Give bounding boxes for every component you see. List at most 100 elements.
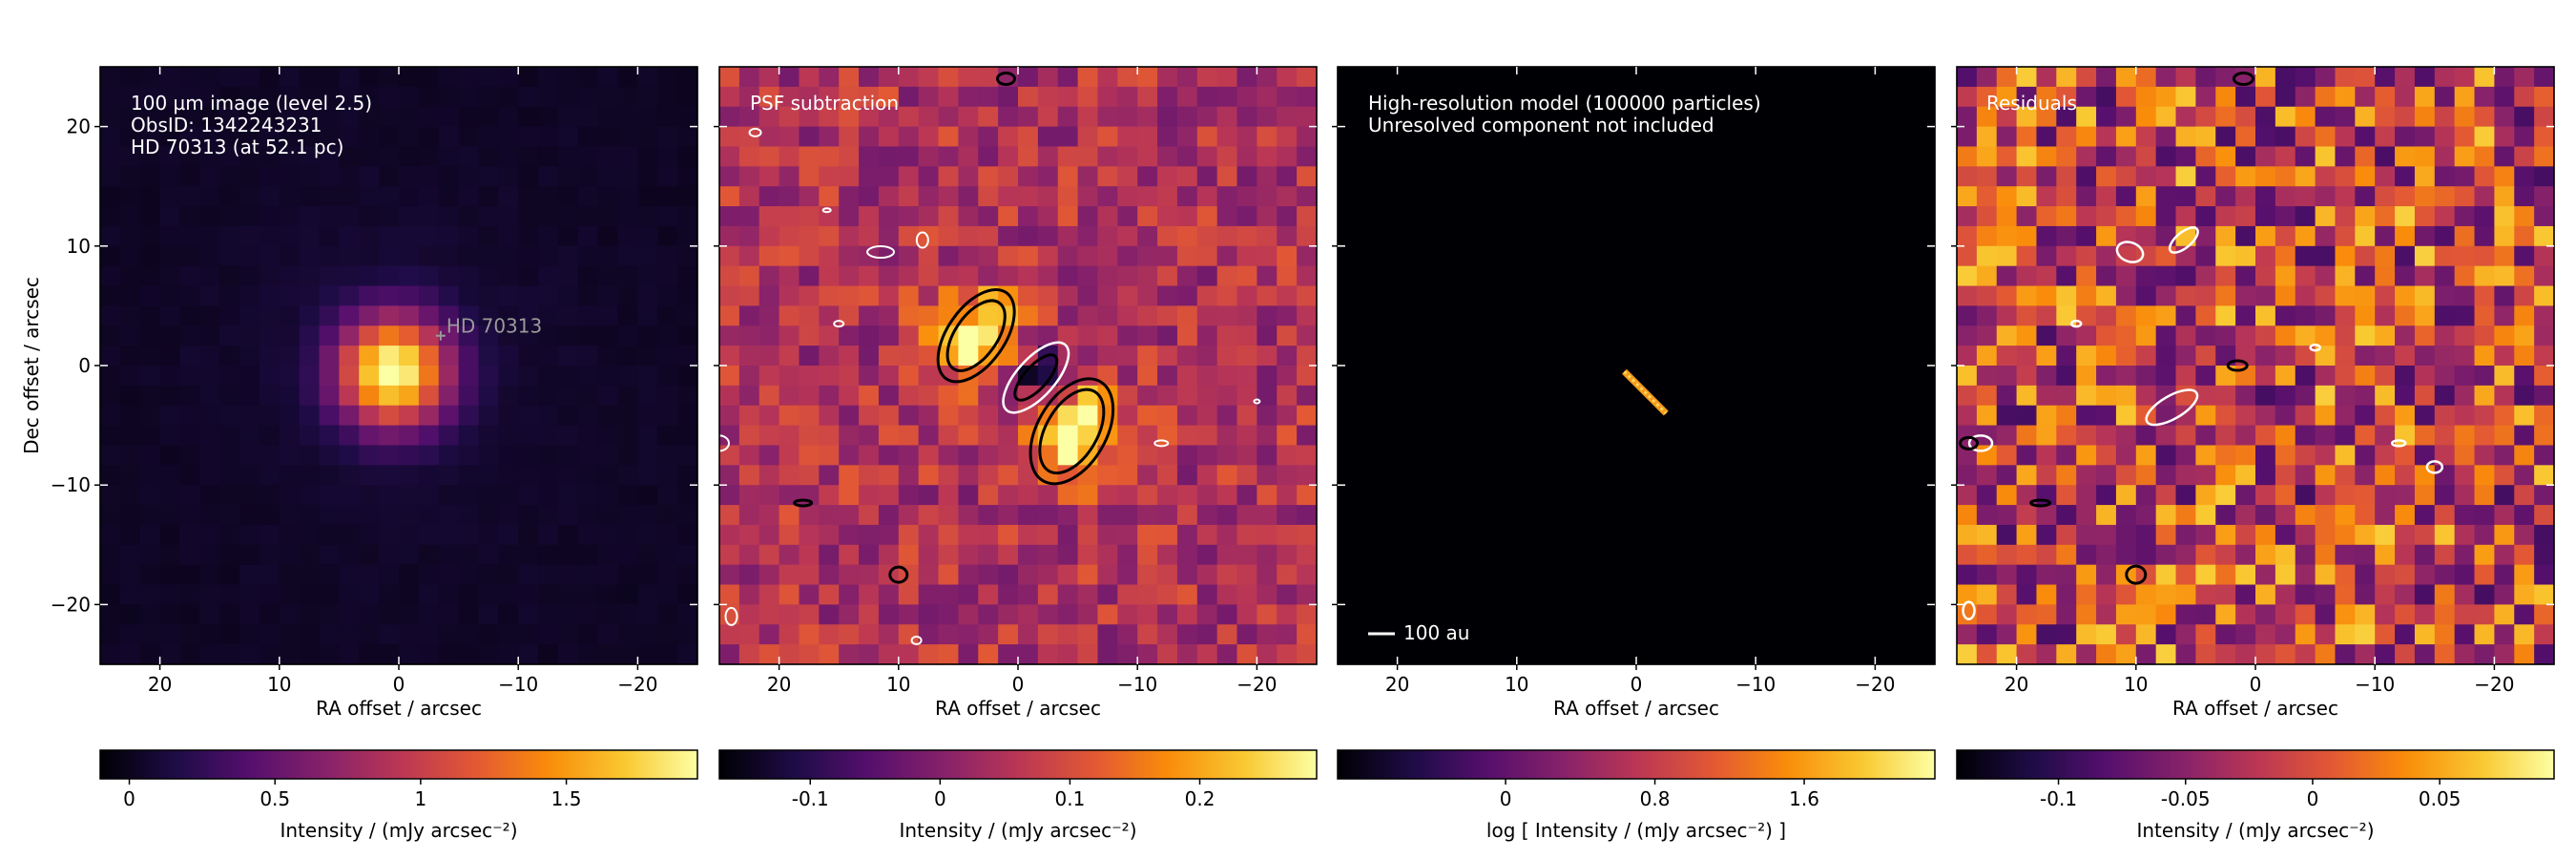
heat-cell xyxy=(1735,644,1756,665)
heat-cell xyxy=(2275,366,2296,387)
heat-cell xyxy=(617,405,638,427)
heat-cell xyxy=(577,265,599,287)
heat-cell xyxy=(2454,245,2476,267)
heat-cell xyxy=(2355,644,2376,665)
heat-cell xyxy=(799,225,820,247)
heat-cell xyxy=(1457,106,1478,128)
heat-cell xyxy=(1277,366,1298,387)
heat-cell xyxy=(1996,564,2018,586)
heat-cell xyxy=(1875,265,1896,287)
heat-cell xyxy=(1216,465,1238,486)
heat-cell xyxy=(2454,265,2476,287)
heat-cell xyxy=(2235,126,2256,148)
heat-cell xyxy=(779,225,800,247)
heat-cell xyxy=(139,445,161,466)
heat-cell xyxy=(1915,265,1936,287)
heat-cell xyxy=(2335,544,2356,566)
heat-cell xyxy=(1636,624,1657,645)
heat-cell xyxy=(2275,186,2296,207)
heat-cell xyxy=(2474,425,2495,447)
heat-cell xyxy=(1417,405,1438,427)
heat-cell xyxy=(1636,285,1657,306)
heat-cell xyxy=(2275,644,2296,665)
heat-cell xyxy=(2335,485,2356,506)
heat-cell xyxy=(2056,604,2077,625)
heat-cell xyxy=(339,186,360,207)
heat-cell xyxy=(279,644,301,665)
heat-cell xyxy=(2056,584,2077,605)
heat-cell xyxy=(719,265,740,287)
heat-cell xyxy=(2315,505,2337,526)
heat-cell xyxy=(2514,644,2535,665)
heat-cell xyxy=(998,544,1019,566)
heat-cell xyxy=(1357,366,1379,387)
heat-cell xyxy=(418,644,440,665)
heat-cell xyxy=(1576,126,1597,148)
heat-cell xyxy=(1137,206,1158,227)
heat-cell xyxy=(617,584,638,605)
heat-cell xyxy=(2215,245,2236,267)
heat-cell xyxy=(2514,564,2535,586)
heat-cell xyxy=(819,465,840,486)
heat-cell xyxy=(219,485,240,506)
heat-cell xyxy=(637,564,658,586)
heat-cell xyxy=(2355,86,2376,108)
heat-cell xyxy=(1875,644,1896,665)
heat-cell xyxy=(719,544,740,566)
heat-cell xyxy=(1417,206,1438,227)
heat-cell xyxy=(799,584,820,605)
heat-cell xyxy=(938,624,959,645)
heat-cell xyxy=(2195,67,2216,88)
heat-cell xyxy=(657,445,678,466)
heat-cell xyxy=(1855,584,1876,605)
heat-cell xyxy=(617,86,638,108)
heat-cell xyxy=(1117,126,1138,148)
heat-cell xyxy=(359,67,380,88)
heat-cell xyxy=(1357,564,1379,586)
heat-cell xyxy=(719,505,740,526)
heat-cell xyxy=(738,146,760,167)
heat-cell xyxy=(2494,106,2515,128)
heat-cell xyxy=(498,265,519,287)
heat-cell xyxy=(1855,86,1876,108)
heat-cell xyxy=(1815,225,1837,247)
heat-cell xyxy=(2215,265,2236,287)
heat-cell xyxy=(538,366,559,387)
heat-cell xyxy=(2195,604,2216,625)
heat-cell xyxy=(299,584,321,605)
heat-cell xyxy=(1496,325,1518,346)
heat-cell xyxy=(2454,405,2476,427)
heat-cell xyxy=(2175,624,2196,645)
heat-cell xyxy=(1417,485,1438,506)
heat-cell xyxy=(557,564,579,586)
colorbar-tick-label: 0 xyxy=(2307,787,2319,810)
heat-cell xyxy=(799,325,820,346)
heat-cell xyxy=(1715,644,1736,665)
heat-cell xyxy=(1915,106,1936,128)
heat-cell xyxy=(1795,604,1817,625)
heat-cell xyxy=(2016,524,2038,546)
contour xyxy=(936,287,1016,384)
heat-cell xyxy=(1236,425,1257,447)
heat-cell xyxy=(339,505,360,526)
heat-cell xyxy=(617,346,638,367)
heat-cell xyxy=(1137,584,1158,605)
heat-cell xyxy=(998,346,1019,367)
heat-cell xyxy=(1875,584,1896,605)
heat-cell xyxy=(1457,166,1478,187)
heat-cell xyxy=(1037,265,1059,287)
heat-cell xyxy=(898,425,920,447)
heat-cell xyxy=(738,624,760,645)
heat-cell xyxy=(2315,106,2337,128)
heat-cell xyxy=(577,524,599,546)
panel-annotation-line-2: Unresolved component not included xyxy=(1368,114,1714,136)
heat-cell xyxy=(1437,325,1458,346)
heat-cell xyxy=(799,206,820,227)
heat-cell xyxy=(1077,225,1099,247)
heat-cell xyxy=(1357,544,1379,566)
heat-cell xyxy=(2514,67,2535,88)
heat-cell xyxy=(2474,305,2495,326)
colorbar-tick-label: 1.6 xyxy=(1789,787,1819,810)
heat-cell xyxy=(2295,225,2316,247)
heat-cell xyxy=(2056,346,2077,367)
